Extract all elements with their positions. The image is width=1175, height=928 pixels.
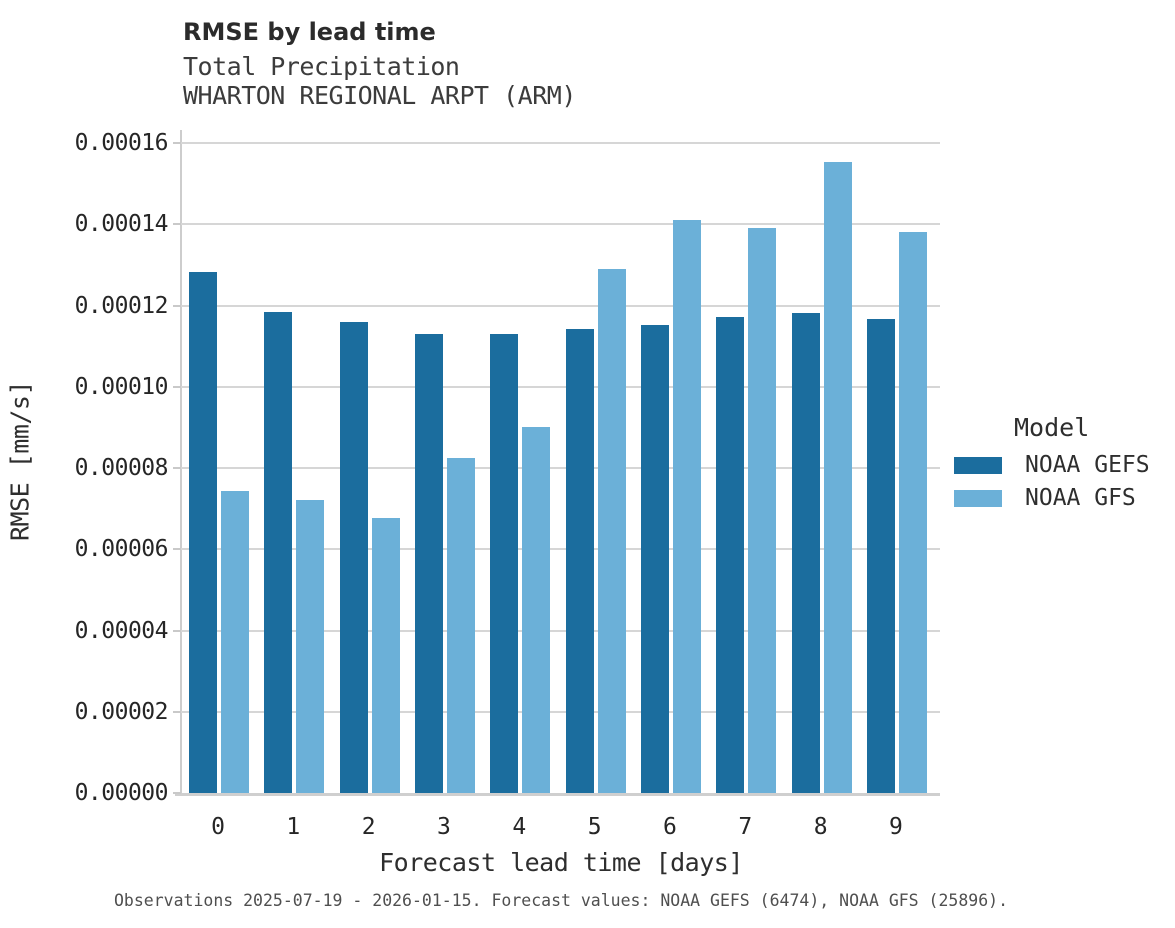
y-tick-mark (173, 385, 181, 388)
gridline (181, 467, 940, 469)
legend-swatch-noaa-gfs (954, 490, 1002, 507)
y-tick-label: 0.00012 (74, 292, 169, 319)
bar-noaa-gfs-day6 (672, 220, 701, 793)
gridline (181, 304, 940, 307)
gridline (181, 710, 940, 713)
x-tick-label: 2 (361, 814, 376, 840)
x-axis-title: Forecast lead time [days] (379, 848, 743, 877)
y-tick-label: 0.00014 (74, 211, 169, 238)
y-tick-label: 0.00010 (74, 373, 169, 400)
y-tick-label: 0.00002 (74, 698, 169, 725)
bar-noaa-gefs-day9 (866, 319, 895, 793)
y-tick-mark (173, 223, 181, 226)
y-tick-mark (173, 629, 181, 632)
x-tick-label: 9 (889, 814, 903, 840)
caption: Observations 2025-07-19 - 2026-01-15. Fo… (113, 891, 1009, 910)
bar-noaa-gfs-day2 (371, 518, 400, 793)
y-tick-label: 0.00004 (74, 617, 169, 644)
y-axis-line (180, 130, 182, 793)
gridline (181, 548, 940, 551)
y-tick-label: 0.00016 (74, 130, 169, 156)
bar-noaa-gefs-day5 (565, 329, 594, 793)
bar-noaa-gefs-day6 (640, 325, 669, 793)
x-tick-label: 3 (437, 814, 451, 840)
x-tick-label: 6 (663, 814, 677, 840)
bar-noaa-gfs-day9 (898, 231, 927, 793)
y-tick-label: 0.00008 (74, 455, 169, 481)
x-tick-label: 7 (738, 814, 753, 840)
chart-title: RMSE by lead time (183, 18, 436, 46)
y-tick-mark (173, 548, 181, 551)
x-axis-baseline (175, 793, 940, 796)
bar-noaa-gfs-day7 (748, 227, 777, 793)
bar-noaa-gfs-day1 (296, 499, 325, 793)
y-tick-mark (173, 710, 181, 713)
x-tick-label: 5 (587, 814, 602, 840)
gridline (181, 629, 940, 632)
bar-noaa-gefs-day3 (414, 333, 443, 793)
y-tick-mark (173, 792, 181, 794)
bar-noaa-gefs-day0 (189, 272, 217, 793)
bar-noaa-gfs-day0 (221, 491, 249, 793)
bar-noaa-gefs-day8 (791, 312, 820, 793)
bar-noaa-gfs-day5 (597, 268, 626, 793)
y-tick-label: 0.00006 (74, 536, 169, 563)
bar-noaa-gefs-day1 (264, 312, 293, 793)
y-tick-mark (173, 304, 181, 307)
chart-subtitle-station: WHARTON REGIONAL ARPT (ARM) (183, 81, 576, 110)
chart-subtitle-variable: Total Precipitation (183, 52, 460, 81)
legend-title: Model (1014, 413, 1090, 442)
x-tick-label: 0 (211, 814, 225, 840)
gridline (181, 142, 940, 144)
y-axis-title: RMSE [mm/s] (5, 380, 35, 542)
y-tick-label: 0.00000 (74, 780, 169, 806)
bar-noaa-gefs-day4 (490, 334, 519, 793)
bar-noaa-gfs-day4 (522, 427, 551, 793)
y-tick-mark (173, 467, 181, 469)
x-tick-label: 4 (512, 814, 527, 840)
x-tick-label: 8 (813, 814, 828, 840)
bar-noaa-gfs-day8 (823, 161, 852, 793)
legend-label-noaa-gefs: NOAA GEFS (1025, 452, 1150, 478)
x-tick-label: 1 (286, 814, 301, 840)
y-tick-mark (173, 142, 181, 144)
gridline (181, 223, 940, 226)
bar-noaa-gefs-day7 (716, 316, 745, 793)
bar-noaa-gefs-day2 (339, 322, 368, 793)
legend-swatch-noaa-gefs (954, 457, 1002, 474)
bar-noaa-gfs-day3 (446, 458, 475, 793)
gridline (181, 385, 940, 388)
legend-label-noaa-gfs: NOAA GFS (1025, 485, 1136, 511)
